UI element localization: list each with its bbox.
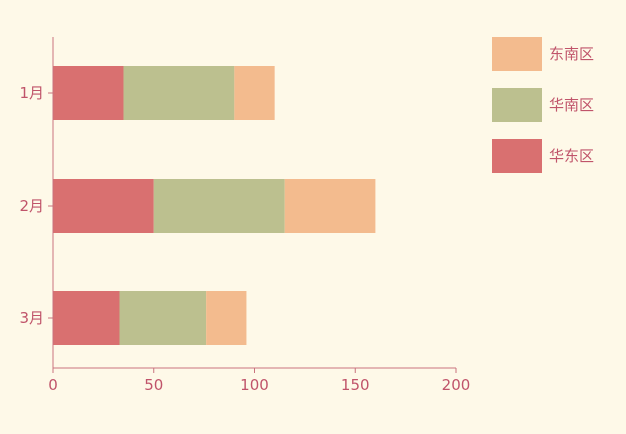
y-tick-label-1: 1月 (19, 84, 44, 102)
x-tick-label-3: 100 (240, 376, 269, 394)
x-tick-label-4: 150 (341, 376, 370, 394)
y-tick-label-3: 3月 (19, 309, 44, 327)
x-tick-label-1: 0 (48, 376, 58, 394)
bar-segment-1-2 (123, 66, 235, 120)
bar-segment-3-2 (119, 291, 207, 345)
legend-label-3: 华东区 (549, 147, 594, 165)
legend-swatch-3 (492, 139, 542, 173)
bar-segment-1-3 (234, 66, 275, 120)
bar-segment-3-3 (206, 291, 247, 345)
y-tick-label-2: 2月 (19, 197, 44, 215)
bar-segment-1-1 (53, 66, 124, 120)
bars-group (53, 66, 376, 345)
bar-segment-2-2 (153, 179, 285, 233)
x-tick-label-2: 50 (144, 376, 163, 394)
legend-swatch-1 (492, 37, 542, 71)
axes-group: 0 50 100 150 200 1月 2月 3月 (19, 37, 470, 394)
legend-swatch-2 (492, 88, 542, 122)
x-tick-label-5: 200 (442, 376, 471, 394)
bar-segment-2-3 (284, 179, 376, 233)
bar-segment-2-1 (53, 179, 154, 233)
legend-label-1: 东南区 (549, 45, 594, 63)
bar-segment-3-1 (53, 291, 120, 345)
legend-label-2: 华南区 (549, 96, 594, 114)
